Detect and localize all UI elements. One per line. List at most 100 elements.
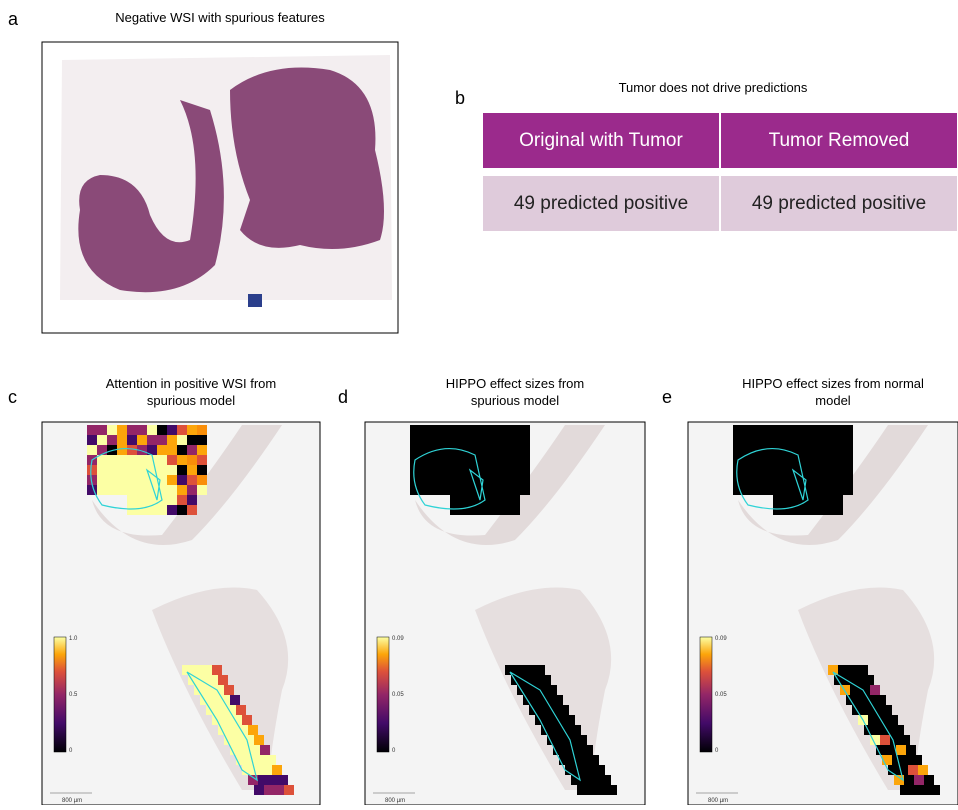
heat-tile [157, 435, 167, 445]
heat-tile [420, 475, 430, 485]
heat-tile [876, 695, 886, 705]
heat-tile [520, 465, 530, 475]
heat-tile [753, 475, 763, 485]
heat-tile [97, 485, 107, 495]
heat-tile [212, 665, 222, 675]
heat-tile [557, 735, 567, 745]
heat-tile [914, 775, 924, 785]
heat-tile [480, 435, 490, 445]
colorbar-label: 1.0 [69, 636, 78, 642]
heat-tile [157, 445, 167, 455]
heat-tile [480, 505, 490, 515]
heat-tile [918, 765, 928, 775]
heat-tile [177, 445, 187, 455]
heat-tile [97, 475, 107, 485]
heat-tile [187, 465, 197, 475]
heat-tile [480, 425, 490, 435]
heat-tile [783, 435, 793, 445]
heat-tile [579, 755, 589, 765]
heat-tile [167, 435, 177, 445]
heat-tile [874, 725, 884, 735]
panel-title: spurious model [147, 393, 235, 408]
heat-tile [460, 425, 470, 435]
heat-tile [450, 435, 460, 445]
heat-tile [157, 505, 167, 515]
heat-tile [763, 475, 773, 485]
heat-tile [527, 685, 537, 695]
heat-tile [440, 445, 450, 455]
heat-tile [577, 735, 587, 745]
heat-tile [137, 435, 147, 445]
heat-tile [420, 465, 430, 475]
heat-tile [597, 785, 607, 795]
heat-tile [510, 475, 520, 485]
heat-tile [733, 465, 743, 475]
heat-tile [177, 505, 187, 515]
panel-title: Attention in positive WSI from [106, 376, 277, 391]
heat-tile [187, 485, 197, 495]
heat-tile [573, 745, 583, 755]
heat-tile [823, 485, 833, 495]
heat-tile [440, 485, 450, 495]
panel-title: HIPPO effect sizes from normal [742, 376, 924, 391]
cell-text: 49 predicted positive [752, 193, 926, 214]
heat-tile [248, 725, 258, 735]
colorbar-label: 0.09 [392, 636, 404, 642]
heat-tile [107, 465, 117, 475]
heat-tile [547, 685, 557, 695]
panel-label: b [455, 88, 465, 108]
heat-tile [127, 465, 137, 475]
heat-tile [773, 455, 783, 465]
heat-tile [197, 435, 207, 445]
heat-tile [510, 435, 520, 445]
heat-tile [607, 785, 617, 795]
heat-tile [896, 745, 906, 755]
heat-tile [187, 425, 197, 435]
heat-tile [187, 505, 197, 515]
heat-tile [127, 505, 137, 515]
heat-tile [920, 785, 930, 795]
heat-tile [833, 455, 843, 465]
heat-tile [783, 475, 793, 485]
heat-tile [803, 455, 813, 465]
heat-tile [833, 505, 843, 515]
heat-tile [595, 765, 605, 775]
heat-tile [167, 455, 177, 465]
heat-tile [510, 505, 520, 515]
heat-tile [242, 715, 252, 725]
heat-tile [197, 485, 207, 495]
heat-tile [137, 425, 147, 435]
heat-tile [823, 435, 833, 445]
heat-tile [813, 495, 823, 505]
heat-tile [480, 445, 490, 455]
heat-tile [843, 455, 853, 465]
table-title: Tumor does not drive predictions [619, 80, 808, 95]
heat-tile [192, 665, 202, 675]
heat-tile [888, 715, 898, 725]
heat-tile [535, 665, 545, 675]
heat-tile [864, 675, 874, 685]
heat-tile [856, 695, 866, 705]
heat-tile [763, 465, 773, 475]
heat-tile [87, 465, 97, 475]
heat-tile [204, 685, 214, 695]
heat-tile [137, 495, 147, 505]
heat-tile [843, 425, 853, 435]
panel-title: spurious model [471, 393, 559, 408]
heat-tile [743, 445, 753, 455]
heat-tile [440, 475, 450, 485]
heat-tile [902, 755, 912, 765]
colorbar-label: 0.09 [715, 636, 727, 642]
heat-tile [904, 775, 914, 785]
heat-tile [450, 455, 460, 465]
heat-tile [272, 765, 282, 775]
heat-tile [733, 435, 743, 445]
heat-tile [833, 425, 843, 435]
heat-tile [97, 465, 107, 475]
heat-tile [763, 455, 773, 465]
heat-tile [187, 475, 197, 485]
heat-tile [559, 705, 569, 715]
heat-tile [228, 725, 238, 735]
heat-tile [753, 425, 763, 435]
heat-tile [833, 445, 843, 455]
